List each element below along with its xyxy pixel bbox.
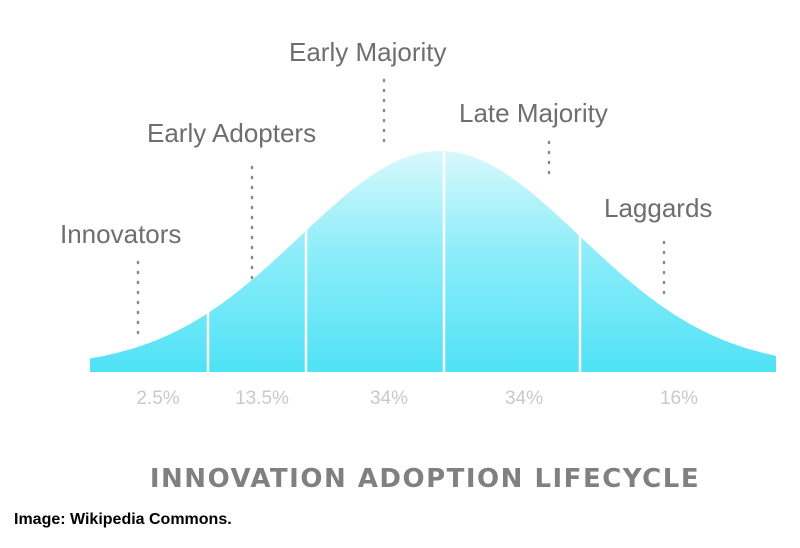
label-innovators: Innovators xyxy=(60,219,181,249)
label-early-majority: Early Majority xyxy=(289,37,446,67)
bell-curve xyxy=(90,151,776,372)
label-laggards: Laggards xyxy=(604,193,712,223)
percent-late-majority: 34% xyxy=(505,388,543,409)
percent-innovators: 2.5% xyxy=(136,388,179,409)
image-credit: Image: Wikipedia Commons. xyxy=(14,511,232,528)
percent-early-adopters: 13.5% xyxy=(235,388,289,409)
percent-early-majority: 34% xyxy=(370,388,408,409)
diagram-title: INNOVATION ADOPTION LIFECYCLE xyxy=(150,464,700,494)
leader-lines xyxy=(136,78,666,344)
percent-laggards: 16% xyxy=(660,388,698,409)
label-early-adopters: Early Adopters xyxy=(147,118,316,148)
label-late-majority: Late Majority xyxy=(459,98,608,128)
